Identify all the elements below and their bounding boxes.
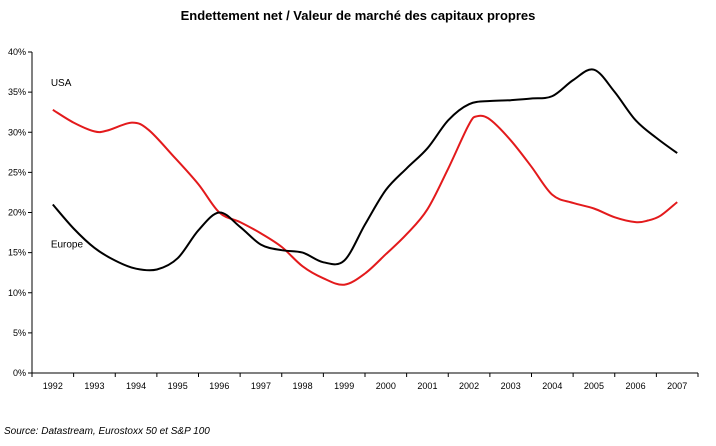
x-tick-label: 2003	[501, 381, 521, 391]
x-tick-label: 2000	[376, 381, 396, 391]
series-line-europe	[52, 68, 678, 272]
x-tick-label: 1992	[43, 381, 63, 391]
y-tick-label: 20%	[8, 208, 26, 218]
x-tick-label: 2001	[417, 381, 437, 391]
x-tick-label: 2005	[584, 381, 604, 391]
x-tick-label: 1994	[126, 381, 146, 391]
x-tick-label: 2007	[667, 381, 687, 391]
series-line-usa	[52, 108, 678, 286]
x-tick-label: 1993	[84, 381, 104, 391]
series-lines	[52, 68, 678, 286]
x-tick-label: 1998	[293, 381, 313, 391]
chart-title: Endettement net / Valeur de marché des c…	[180, 8, 536, 23]
chart-source: Source: Datastream, Eurostoxx 50 et S&P …	[4, 426, 210, 437]
x-tick-label: 1996	[209, 381, 229, 391]
y-tick-label: 5%	[13, 328, 26, 338]
y-tick-label: 10%	[8, 288, 26, 298]
y-tick-label: 35%	[8, 87, 26, 97]
x-tick-label: 2006	[626, 381, 646, 391]
series-label-usa: USA	[51, 78, 72, 89]
x-ticks: 1992 1993 1994 1995 1996 1997 1998 1999 2000 2001…	[31, 373, 699, 391]
y-tick-label: 30%	[8, 127, 26, 137]
x-tick-label: 2004	[542, 381, 562, 391]
x-tick-label: 1999	[334, 381, 354, 391]
y-tick-label: 40%	[8, 47, 26, 57]
x-tick-label: 1997	[251, 381, 271, 391]
y-tick-label: 15%	[8, 248, 26, 258]
x-tick-label: 2002	[459, 381, 479, 391]
x-tick-label: 1995	[168, 381, 188, 391]
series-label-europe: Europe	[51, 239, 84, 250]
y-tick-label: 25%	[8, 167, 26, 177]
y-ticks: 0% 5% 10% 15% 20% 25% 30% 35% 40%	[8, 47, 32, 378]
y-tick-label: 0%	[13, 368, 26, 378]
